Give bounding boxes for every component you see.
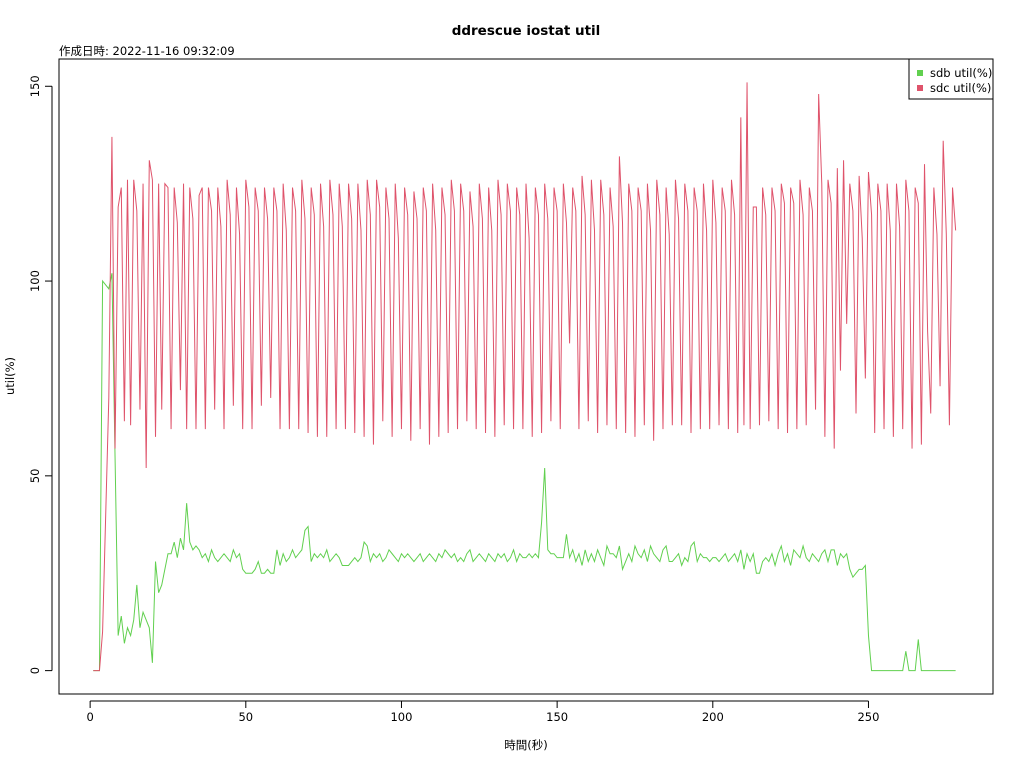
- legend-swatch: [917, 85, 923, 91]
- x-tick-label: 250: [857, 710, 879, 724]
- y-tick-label: 150: [28, 75, 42, 97]
- legend-label: sdb util(%): [930, 66, 992, 80]
- x-axis: 0 50 100 150 200 250: [86, 700, 879, 724]
- y-tick-label: 100: [28, 270, 42, 292]
- x-tick-label: 150: [546, 710, 568, 724]
- x-tick-label: 100: [390, 710, 412, 724]
- plot-frame: [58, 58, 994, 695]
- series-layer: [93, 82, 957, 672]
- series-line-0: [93, 273, 956, 672]
- x-tick-label: 200: [702, 710, 724, 724]
- chart-subtitle: 作成日時: 2022-11-16 09:32:09: [59, 44, 235, 58]
- y-tick-label: 50: [28, 469, 42, 484]
- x-tick-label: 50: [238, 710, 253, 724]
- y-axis-label: util(%): [3, 357, 17, 395]
- x-axis-label: 時間(秒): [504, 738, 547, 752]
- series-line-1: [93, 82, 957, 672]
- legend-swatch: [917, 70, 923, 76]
- y-tick-label: 0: [28, 667, 42, 674]
- legend-label: sdc util(%): [930, 81, 991, 95]
- x-tick-label: 0: [86, 710, 93, 724]
- legend-box: [908, 58, 994, 100]
- y-axis: 0 50 100 150: [28, 75, 53, 674]
- legend: sdb util(%)sdc util(%): [908, 58, 994, 100]
- chart-title: ddrescue iostat util: [452, 23, 601, 39]
